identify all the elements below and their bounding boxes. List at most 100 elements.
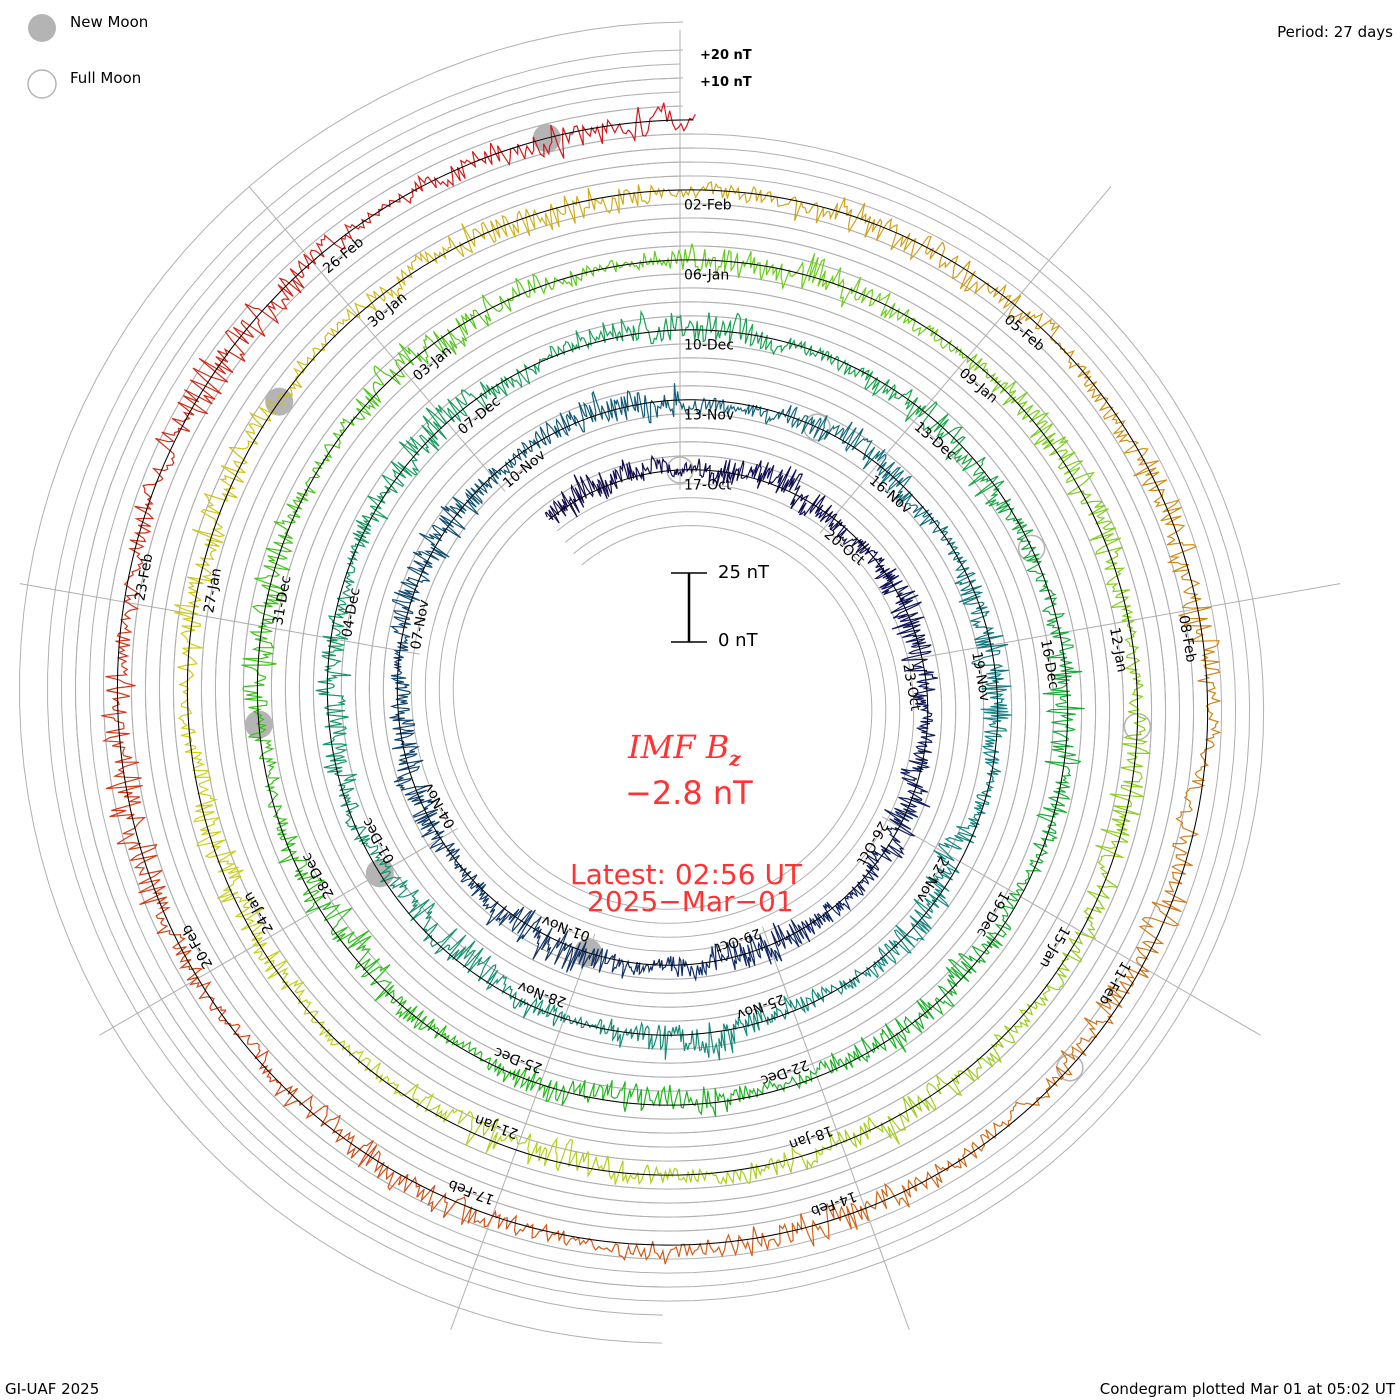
date-label: 28-Nov — [516, 978, 569, 1010]
date-spoke — [19, 583, 420, 655]
bz-segment — [472, 203, 564, 247]
bz-segment — [322, 730, 358, 797]
date-spoke — [761, 926, 910, 1331]
legend-full-moon-icon — [27, 69, 57, 99]
bz-segment — [635, 1083, 712, 1116]
bz-segment — [178, 694, 212, 787]
bz-segment — [446, 286, 519, 349]
date-label: 17-Oct — [684, 478, 732, 494]
date-label: 26-Oct — [853, 818, 891, 868]
date-spoke — [902, 583, 1341, 662]
bz-segment — [864, 1159, 962, 1210]
scale-top-label: 25 nT — [718, 562, 770, 583]
grid-ring — [19, 21, 684, 1344]
legend-new-moon-label: New Moon — [70, 13, 149, 31]
bz-segment — [839, 276, 917, 332]
bz-segment — [101, 612, 136, 719]
bz-segment — [897, 493, 949, 541]
date-label: 01-Nov — [540, 912, 593, 944]
bz-segment — [336, 532, 370, 599]
date-label: 29-Oct — [712, 925, 763, 956]
bz-segment — [495, 345, 560, 397]
date-spoke — [450, 933, 596, 1331]
bz-segment — [1138, 841, 1193, 936]
bz-segment — [1133, 458, 1194, 546]
bz-segment — [1095, 934, 1165, 1025]
bz-segment — [555, 1079, 637, 1112]
chart-title: IMF Bz — [628, 728, 741, 770]
footer-plotted: Condegram plotted Mar 01 at 05:02 UT — [1099, 1380, 1395, 1398]
bz-segment — [1083, 841, 1124, 931]
bz-segment — [142, 401, 195, 510]
date-label: 04-Dec — [339, 587, 363, 639]
date-spoke — [99, 827, 458, 1036]
bz-segment — [690, 1012, 756, 1061]
date-label: 13-Nov — [684, 408, 734, 424]
bz-segment — [759, 405, 822, 435]
date-label: 03-Jan — [410, 343, 455, 384]
bz-segment — [945, 426, 1005, 498]
zero-line — [116, 119, 1209, 1246]
bz-segment — [768, 1202, 869, 1248]
bz-segment — [830, 355, 896, 401]
date-label: 20-Feb — [179, 922, 217, 971]
bz-segment — [619, 454, 666, 481]
grid-spiral — [60, 63, 1265, 1302]
bz-segment — [408, 898, 467, 961]
bz-segment — [736, 1146, 823, 1185]
bz-segment — [324, 381, 382, 449]
title-main: IMF B — [628, 728, 730, 766]
bz-segment — [544, 474, 585, 524]
grid-spiral — [130, 133, 1195, 1232]
bz-segment — [846, 202, 944, 261]
bz-segment — [174, 600, 203, 695]
bz-segment — [452, 467, 502, 516]
grid-spiral — [88, 91, 1237, 1274]
bz-segment — [374, 851, 420, 907]
ring-label-10: +10 nT — [700, 75, 752, 90]
bz-segment — [881, 580, 925, 630]
bz-segment — [482, 897, 536, 943]
bz-segment — [390, 223, 476, 300]
date-label: 23-Feb — [132, 552, 156, 602]
bz-segment — [498, 430, 547, 476]
bz-segment — [244, 239, 325, 330]
bz-segment — [626, 1021, 692, 1060]
bz-segment — [909, 716, 936, 765]
bz-segment — [539, 401, 597, 446]
bz-segment — [1042, 693, 1085, 768]
bz-segment — [1110, 588, 1141, 674]
bz-segment — [1022, 553, 1066, 622]
date-label: 19-Nov — [968, 650, 992, 702]
bz-segment — [898, 760, 931, 813]
date-label: 19-Dec — [973, 888, 1012, 939]
date-spokes — [19, 29, 1341, 1331]
bz-segment — [305, 902, 372, 970]
bz-segment — [315, 665, 352, 732]
bz-segment — [417, 142, 526, 192]
date-label: 06-Jan — [684, 268, 729, 284]
bz-segment — [389, 659, 411, 714]
date-label: 17-Feb — [446, 1176, 496, 1207]
bz-segment — [218, 1009, 294, 1097]
grid-ring — [47, 49, 684, 1316]
bz-segment — [242, 676, 275, 757]
zero-baseline — [116, 119, 1209, 1246]
bz-segment — [591, 390, 652, 424]
bz-segment — [203, 423, 265, 507]
bz-segment — [809, 969, 868, 1008]
grid-spiral — [74, 77, 1251, 1288]
date-label: 27-Jan — [201, 567, 225, 614]
bz-segment — [813, 886, 859, 926]
period-label: Period: 27 days — [1277, 23, 1393, 41]
bz-segment — [123, 505, 155, 613]
bz-segment — [451, 940, 511, 995]
bz-segment — [360, 958, 425, 1029]
bz-segment — [1197, 642, 1222, 746]
bz-segment — [563, 1015, 628, 1048]
bz-segment — [340, 794, 380, 856]
bz-segment — [192, 785, 239, 874]
bz-segment — [1166, 544, 1220, 644]
bz-segment — [938, 241, 1022, 319]
bz-segment — [454, 855, 490, 903]
